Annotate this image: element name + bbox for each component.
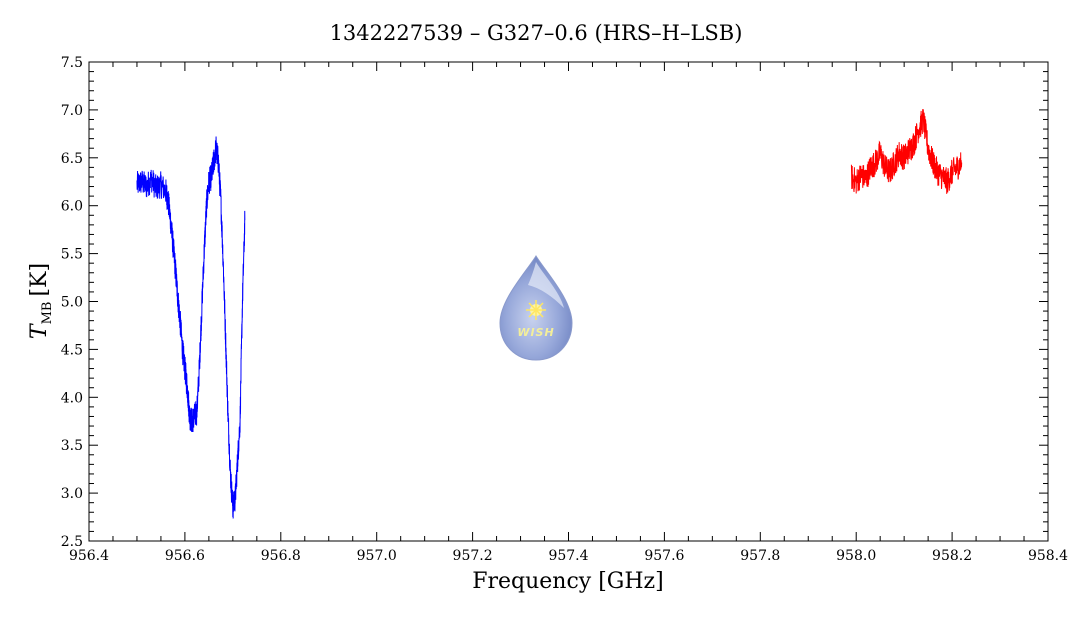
- y-axis-label-unit: [K]: [27, 263, 52, 297]
- x-tick-label: 956.4: [69, 548, 109, 564]
- x-tick-label: 957.6: [644, 548, 684, 564]
- x-tick-label: 958.2: [932, 548, 972, 564]
- x-tick-label: 956.8: [261, 548, 301, 564]
- x-tick-label: 958.4: [1028, 548, 1068, 564]
- y-tick-label: 5.5: [61, 247, 83, 263]
- y-axis-label: TMB [K]: [27, 263, 55, 339]
- x-tick-label: 957.0: [357, 548, 397, 564]
- series-layer: [136, 109, 963, 519]
- y-tick-label: 7.5: [61, 55, 83, 71]
- y-tick-label: 3.5: [61, 438, 83, 454]
- x-tick-label: 957.8: [740, 548, 780, 564]
- y-axis-label-sub: MB: [40, 302, 55, 325]
- series-1-line: [136, 136, 246, 519]
- svg-text:WISH: WISH: [517, 326, 554, 339]
- wish-logo: WISH: [499, 255, 573, 361]
- x-tick-label: 956.6: [165, 548, 205, 564]
- y-axis-label-main: T: [27, 322, 52, 339]
- x-axis-label: Frequency [GHz]: [472, 569, 664, 594]
- series-1: [136, 136, 246, 519]
- y-tick-label: 6.5: [61, 151, 83, 167]
- y-tick-label: 4.5: [61, 342, 83, 358]
- y-tick-label: 5.0: [61, 295, 83, 311]
- y-tick-label: 4.0: [61, 390, 83, 406]
- x-tick-label: 957.4: [548, 548, 588, 564]
- chart-title: 1342227539 – G327–0.6 (HRS–H–LSB): [330, 21, 743, 45]
- x-tick-labels: 956.4 956.6 956.8 957.0 957.2 957.4 957.6 957.8…: [69, 548, 1068, 564]
- y-tick-label: 2.5: [61, 534, 83, 550]
- x-tick-label: 957.2: [453, 548, 493, 564]
- x-tick-label: 958.0: [836, 548, 876, 564]
- y-tick-labels: 2.5 3.0 3.5 4.0 4.5 5.0 5.5 6.0 6.5 7.0 7.5: [61, 55, 83, 550]
- axis-ticks: [88, 61, 1049, 542]
- series-2: [850, 109, 963, 194]
- y-tick-label: 6.0: [61, 199, 83, 215]
- series-2-line: [850, 109, 963, 194]
- y-tick-label: 7.0: [61, 103, 83, 119]
- y-tick-label: 3.0: [61, 486, 83, 502]
